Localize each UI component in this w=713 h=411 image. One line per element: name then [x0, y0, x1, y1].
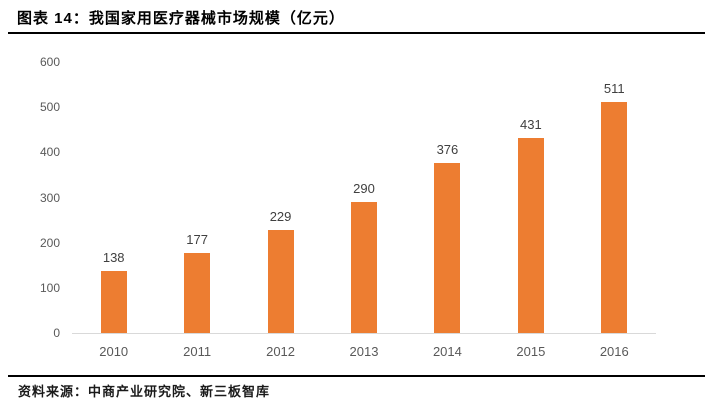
x-axis-line — [72, 333, 656, 334]
x-axis-tick-label: 2012 — [266, 344, 296, 359]
bar-value-label: 376 — [436, 142, 459, 158]
bar-value-label: 511 — [603, 81, 625, 97]
y-axis-tick-label: 300 — [39, 190, 60, 205]
bar — [184, 253, 211, 333]
bar-value-label: 138 — [102, 249, 125, 265]
y-axis-tick-label: 500 — [39, 100, 60, 115]
bar — [434, 163, 461, 333]
bar-value-label: 229 — [269, 208, 292, 224]
y-axis-tick-label: 600 — [39, 55, 60, 69]
source-note: 资料来源：中商产业研究院、新三板智库 — [18, 384, 271, 399]
y-axis-tick-label: 0 — [53, 326, 60, 340]
bar — [601, 102, 628, 333]
x-axis-tick-label: 2014 — [432, 344, 462, 359]
bar — [100, 270, 127, 333]
y-axis-tick-label: 200 — [39, 235, 60, 250]
x-axis-tick-label: 2010 — [99, 344, 129, 359]
x-axis-tick-label: 2015 — [516, 344, 546, 359]
figure-title: 图表 14：我国家用医疗器械市场规模（亿元） — [17, 10, 345, 27]
bar — [267, 229, 294, 333]
bar — [517, 138, 544, 333]
x-axis-tick-label: 2011 — [183, 344, 212, 359]
x-axis-tick-label: 2016 — [599, 344, 629, 359]
footer-divider — [8, 375, 705, 377]
bar-value-label: 290 — [353, 181, 375, 197]
y-axis-tick-label: 100 — [39, 280, 60, 295]
bar-value-label: 177 — [186, 232, 208, 248]
y-axis-tick-label: 400 — [39, 145, 60, 160]
bar — [351, 202, 377, 333]
x-axis-tick-label: 2013 — [349, 344, 379, 359]
title-divider — [8, 32, 705, 34]
bar-value-label: 431 — [519, 117, 542, 133]
